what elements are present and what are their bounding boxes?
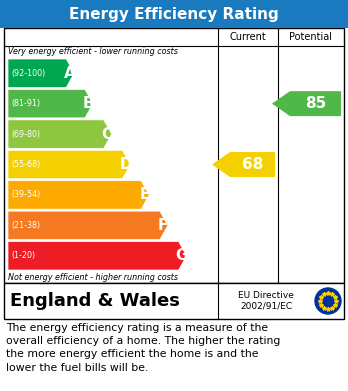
Text: Not energy efficient - higher running costs: Not energy efficient - higher running co… — [8, 273, 178, 282]
Text: (81-91): (81-91) — [11, 99, 40, 108]
Polygon shape — [272, 91, 341, 116]
Text: (1-20): (1-20) — [11, 251, 35, 260]
Text: (55-68): (55-68) — [11, 160, 40, 169]
Polygon shape — [212, 152, 275, 177]
Text: C: C — [101, 127, 112, 142]
Polygon shape — [8, 90, 93, 118]
Text: EU Directive: EU Directive — [238, 291, 294, 300]
Polygon shape — [8, 211, 168, 240]
Bar — [4, 283, 344, 319]
Text: (92-100): (92-100) — [11, 69, 45, 78]
Bar — [4, 28, 344, 283]
Text: England & Wales: England & Wales — [10, 292, 180, 310]
Text: A: A — [64, 66, 75, 81]
Text: 68: 68 — [242, 157, 263, 172]
Text: E: E — [139, 187, 150, 203]
Text: (21-38): (21-38) — [11, 221, 40, 230]
Text: F: F — [158, 218, 168, 233]
Polygon shape — [8, 181, 149, 209]
Text: (39-54): (39-54) — [11, 190, 40, 199]
Polygon shape — [8, 59, 74, 88]
Text: 2002/91/EC: 2002/91/EC — [240, 302, 292, 311]
Text: Current: Current — [230, 32, 266, 42]
Text: 85: 85 — [305, 96, 326, 111]
Polygon shape — [8, 242, 187, 270]
Text: Potential: Potential — [290, 32, 332, 42]
Bar — [0, 0, 348, 28]
Text: (69-80): (69-80) — [11, 129, 40, 138]
Polygon shape — [8, 150, 130, 179]
Text: B: B — [82, 96, 94, 111]
Text: Very energy efficient - lower running costs: Very energy efficient - lower running co… — [8, 47, 178, 57]
Text: Energy Efficiency Rating: Energy Efficiency Rating — [69, 7, 279, 22]
Text: D: D — [119, 157, 132, 172]
Polygon shape — [8, 120, 112, 148]
Circle shape — [315, 288, 341, 314]
Text: G: G — [175, 248, 188, 263]
Text: The energy efficiency rating is a measure of the
overall efficiency of a home. T: The energy efficiency rating is a measur… — [6, 323, 280, 373]
